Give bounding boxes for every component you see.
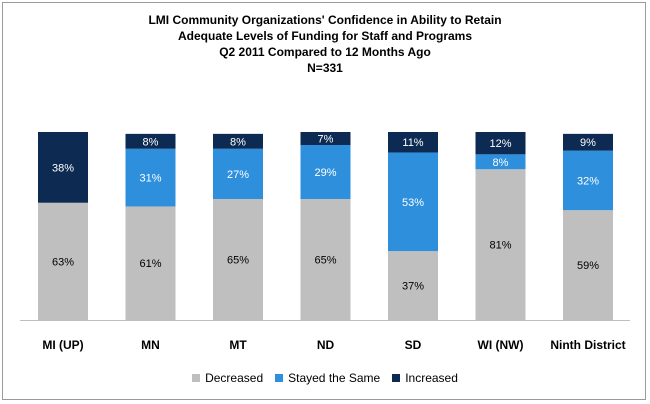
category-label: SD [405,338,422,352]
chart-title-line: Q2 2011 Compared to 12 Months Ago [219,45,431,59]
data-label: 12% [489,138,511,150]
data-label: 65% [314,255,336,267]
bar-segment-stayed-the-same [475,154,526,170]
bar-segment-stayed-the-same [563,150,613,211]
chart-title-line: N=331 [307,61,343,75]
bar-segment-decreased [300,199,351,320]
bar-segment-increased [125,133,176,149]
data-label: 7% [318,134,334,146]
data-label: 53% [402,197,424,209]
category-label: WI (NW) [478,338,524,352]
data-label: 59% [577,260,599,272]
bar-segment-decreased [213,199,263,320]
bar-segment-increased [300,132,351,146]
data-label: 8% [143,136,159,148]
bar-segment-stayed-the-same [125,148,176,207]
chart-title-line: LMI Community Organizations' Confidence … [148,13,502,27]
data-label: 27% [227,169,249,181]
bar-segment-increased [563,133,613,151]
bar-segment-stayed-the-same [388,152,438,252]
legend-label: Decreased [205,371,264,385]
legend-item-stayed-the-same: Stayed the Same [275,371,380,385]
data-label: 29% [314,167,336,179]
chart-title: LMI Community Organizations' Confidence … [0,12,650,76]
bar-segment-stayed-the-same [300,145,351,200]
chart-title-line: Adequate Levels of Funding for Staff and… [177,29,473,43]
category-label: Ninth District [550,338,625,352]
data-label: 8% [493,157,509,169]
bar-segment-decreased [563,210,613,320]
bar-segment-decreased [475,169,526,320]
legend-swatch [392,374,401,382]
legend-swatch [192,374,201,382]
category-label: MN [141,338,160,352]
data-label: 32% [577,175,599,187]
legend-item-decreased: Decreased [192,371,263,385]
data-label: 63% [52,256,74,268]
legend-label: Increased [405,371,458,385]
bar-segment-decreased [125,206,176,320]
bar-segment-decreased [38,202,88,320]
data-label: 81% [489,240,511,252]
legend-item-increased: Increased [392,371,458,385]
data-label: 38% [52,162,74,174]
data-label: 65% [227,255,249,267]
category-label: ND [317,338,335,352]
data-label: 31% [139,173,161,185]
bar-segment-increased [475,132,526,155]
data-label: 61% [139,258,161,270]
data-label: 9% [580,137,596,149]
category-label: MT [229,338,247,352]
data-label: 37% [402,281,424,293]
bar-segment-stayed-the-same [213,148,263,200]
legend-label: Stayed the Same [288,371,381,385]
bar-segment-increased [213,133,263,149]
data-label: 8% [230,136,246,148]
legend-swatch [275,374,284,382]
bar-segment-increased [38,132,88,203]
bar-segment-decreased [388,251,438,320]
bar-segment-increased [388,132,438,153]
data-label: 11% [402,137,423,149]
chart-legend: Decreased Stayed the Same Increased [0,371,650,385]
category-label: MI (UP) [42,338,83,352]
